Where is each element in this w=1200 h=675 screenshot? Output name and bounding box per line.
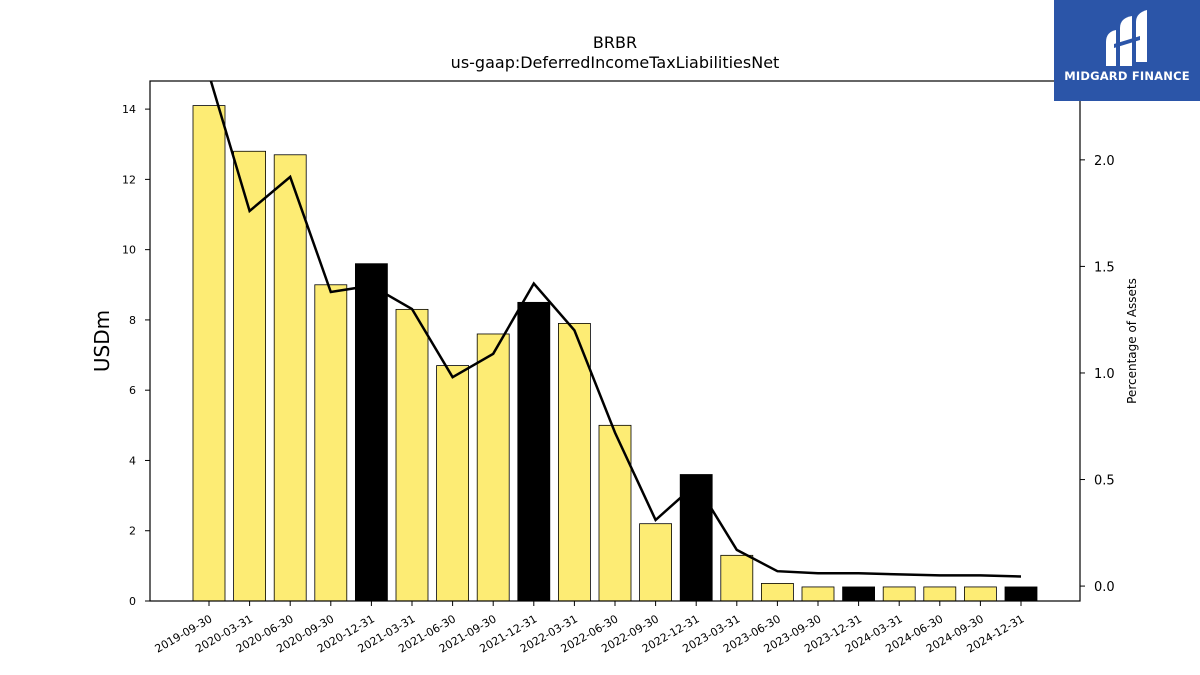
y2-tick-label: 1.0 bbox=[1094, 367, 1115, 382]
bar-2021-03-31 bbox=[395, 308, 429, 602]
y-tick-label: 12 bbox=[122, 173, 136, 186]
bar-2024-03-31 bbox=[882, 586, 916, 602]
y-tick-label: 0 bbox=[129, 595, 136, 608]
bar-2023-06-30 bbox=[761, 583, 794, 602]
bar-2020-12-31 bbox=[354, 263, 388, 602]
bar-2023-12-31 bbox=[842, 586, 875, 602]
bar-2022-03-31 bbox=[558, 323, 591, 602]
y-tick-label: 6 bbox=[129, 384, 136, 397]
bar-2024-06-30 bbox=[923, 586, 957, 602]
bar-2023-03-31 bbox=[720, 554, 754, 602]
bar-2020-06-30 bbox=[273, 154, 307, 602]
y2-tick-label: 1.5 bbox=[1094, 260, 1115, 275]
y-axis: 0 2 4 6 8 10 12 14 bbox=[122, 103, 150, 608]
logo-mark-icon bbox=[1106, 10, 1147, 66]
y2-tick-label: 0.5 bbox=[1094, 474, 1115, 489]
line-group bbox=[209, 81, 1022, 578]
bar-2021-06-30 bbox=[436, 365, 470, 602]
y-tick-label: 10 bbox=[122, 244, 136, 257]
bar-2021-12-31 bbox=[517, 301, 551, 602]
y2-axis-label: Percentage of Assets bbox=[1125, 278, 1139, 404]
bar-2023-09-30 bbox=[801, 586, 835, 602]
bar-2022-06-30 bbox=[598, 424, 632, 602]
brand-logo: MIDGARD FINANCE bbox=[1054, 0, 1200, 101]
bar-2022-09-30 bbox=[639, 523, 672, 602]
y-tick-label: 14 bbox=[122, 103, 136, 116]
y-axis-label: USDm bbox=[90, 310, 114, 372]
y2-tick-label: 2.0 bbox=[1094, 154, 1115, 169]
chart-title: BRBR bbox=[593, 33, 637, 52]
bar-2022-12-31 bbox=[679, 474, 713, 602]
y-tick-label: 8 bbox=[129, 314, 136, 327]
bar-2019-09-30 bbox=[192, 105, 226, 602]
y-tick-label: 2 bbox=[129, 525, 136, 538]
percentage-line bbox=[209, 81, 1022, 578]
bar-2021-09-30 bbox=[476, 333, 510, 602]
bar-2024-12-31 bbox=[1004, 586, 1038, 602]
bar-group bbox=[192, 105, 1038, 602]
y2-axis: 0.0 0.5 1.0 1.5 2.0 bbox=[1080, 154, 1115, 595]
y-tick-label: 4 bbox=[129, 454, 136, 467]
y2-tick-label: 0.0 bbox=[1094, 580, 1115, 595]
bar-2020-09-30 bbox=[314, 284, 348, 602]
x-axis: 2019-09-302020-03-312020-06-302020-09-30… bbox=[153, 601, 1027, 656]
chart-subtitle: us-gaap:DeferredIncomeTaxLiabilitiesNet bbox=[451, 53, 780, 72]
bar-2024-09-30 bbox=[964, 586, 997, 602]
brand-name: MIDGARD FINANCE bbox=[1064, 69, 1190, 83]
bar-2020-03-31 bbox=[233, 150, 267, 602]
